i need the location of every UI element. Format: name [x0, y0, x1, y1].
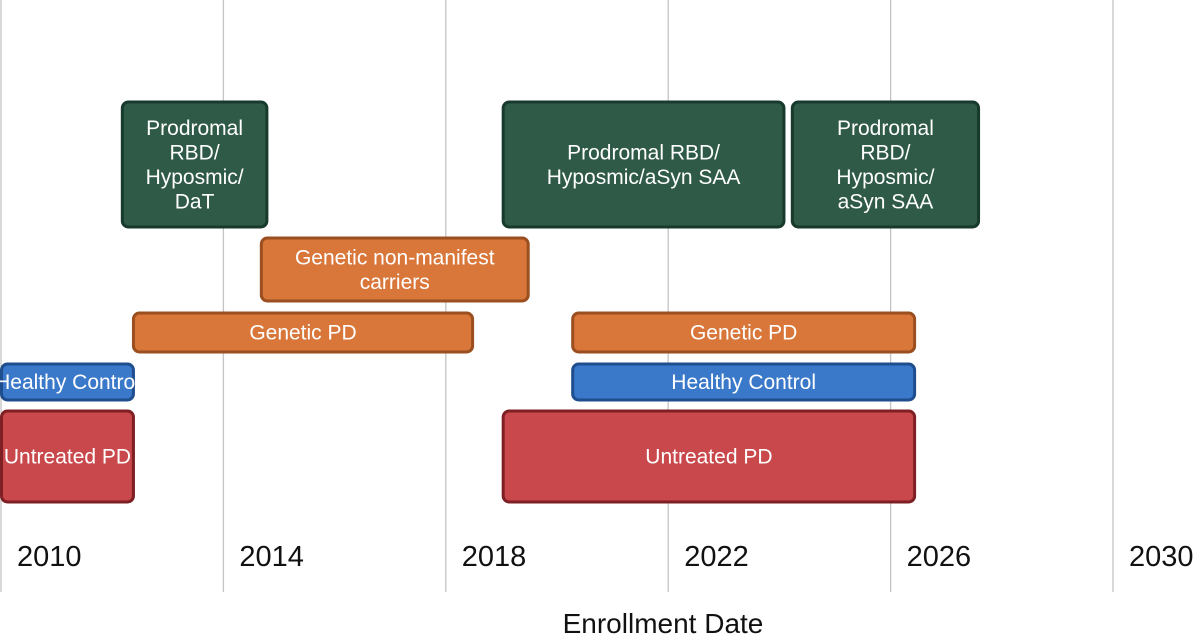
x-tick-label-2010: 2010	[17, 541, 82, 573]
bar-label: Healthy Control	[671, 371, 816, 394]
x-tick-labels: 2010 2014 2018 2022 2026 2030	[17, 541, 1194, 573]
bar-rect	[790, 100, 981, 229]
bar-prodromal-1: Prodromal RBD/Hyposmic/aSyn SAA	[501, 100, 786, 229]
x-tick-label-2022: 2022	[684, 541, 749, 573]
bar-untreated-8: Untreated PD	[0, 409, 135, 504]
bar-rect	[571, 311, 917, 354]
bar-label: Untreated PD	[4, 446, 131, 469]
bar-label: Prodromal RBD/Hyposmic/aSyn SAA	[836, 117, 934, 214]
bar-label: Genetic non-manifest carriers	[295, 246, 495, 294]
bar-rect	[501, 100, 786, 229]
bar-label: Prodromal RBD/Hyposmic/aSyn SAA	[547, 141, 741, 189]
x-tick-label-2018: 2018	[462, 541, 527, 573]
bar-label: Genetic PD	[690, 322, 797, 345]
bar-prodromal-2: Prodromal RBD/Hyposmic/aSyn SAA	[790, 100, 981, 229]
bar-rect	[501, 409, 917, 504]
bar-genetic-5: Genetic PD	[571, 311, 917, 354]
bar-rect	[120, 100, 269, 229]
bar-healthy-6: Healthy Control	[0, 362, 140, 402]
bar-rect	[0, 362, 135, 402]
x-tick-label-2026: 2026	[907, 541, 972, 573]
x-tick-label-2014: 2014	[239, 541, 304, 573]
x-tick-label-2030: 2030	[1129, 541, 1194, 573]
bar-genetic-4: Genetic PD	[131, 311, 475, 354]
bar-genetic-3: Genetic non-manifest carriers	[259, 236, 530, 303]
x-axis-title: Enrollment Date	[563, 608, 764, 637]
bar-label: Untreated PD	[645, 446, 772, 469]
bar-rect	[0, 409, 135, 504]
bar-healthy-7: Healthy Control	[571, 362, 917, 402]
bar-label: Prodromal RBD/Hyposmic/DaT	[146, 117, 244, 214]
bar-prodromal-0: Prodromal RBD/Hyposmic/DaT	[120, 100, 269, 229]
bar-untreated-9: Untreated PD	[501, 409, 917, 504]
bar-label: Genetic PD	[249, 322, 356, 345]
bar-rect	[259, 236, 530, 303]
bar-rect	[571, 362, 917, 402]
bar-label: Healthy Control	[0, 371, 140, 394]
bar-rect	[131, 311, 475, 354]
enrollment-bars: Prodromal RBD/Hyposmic/DaT Prodromal RBD/H…	[0, 100, 981, 504]
